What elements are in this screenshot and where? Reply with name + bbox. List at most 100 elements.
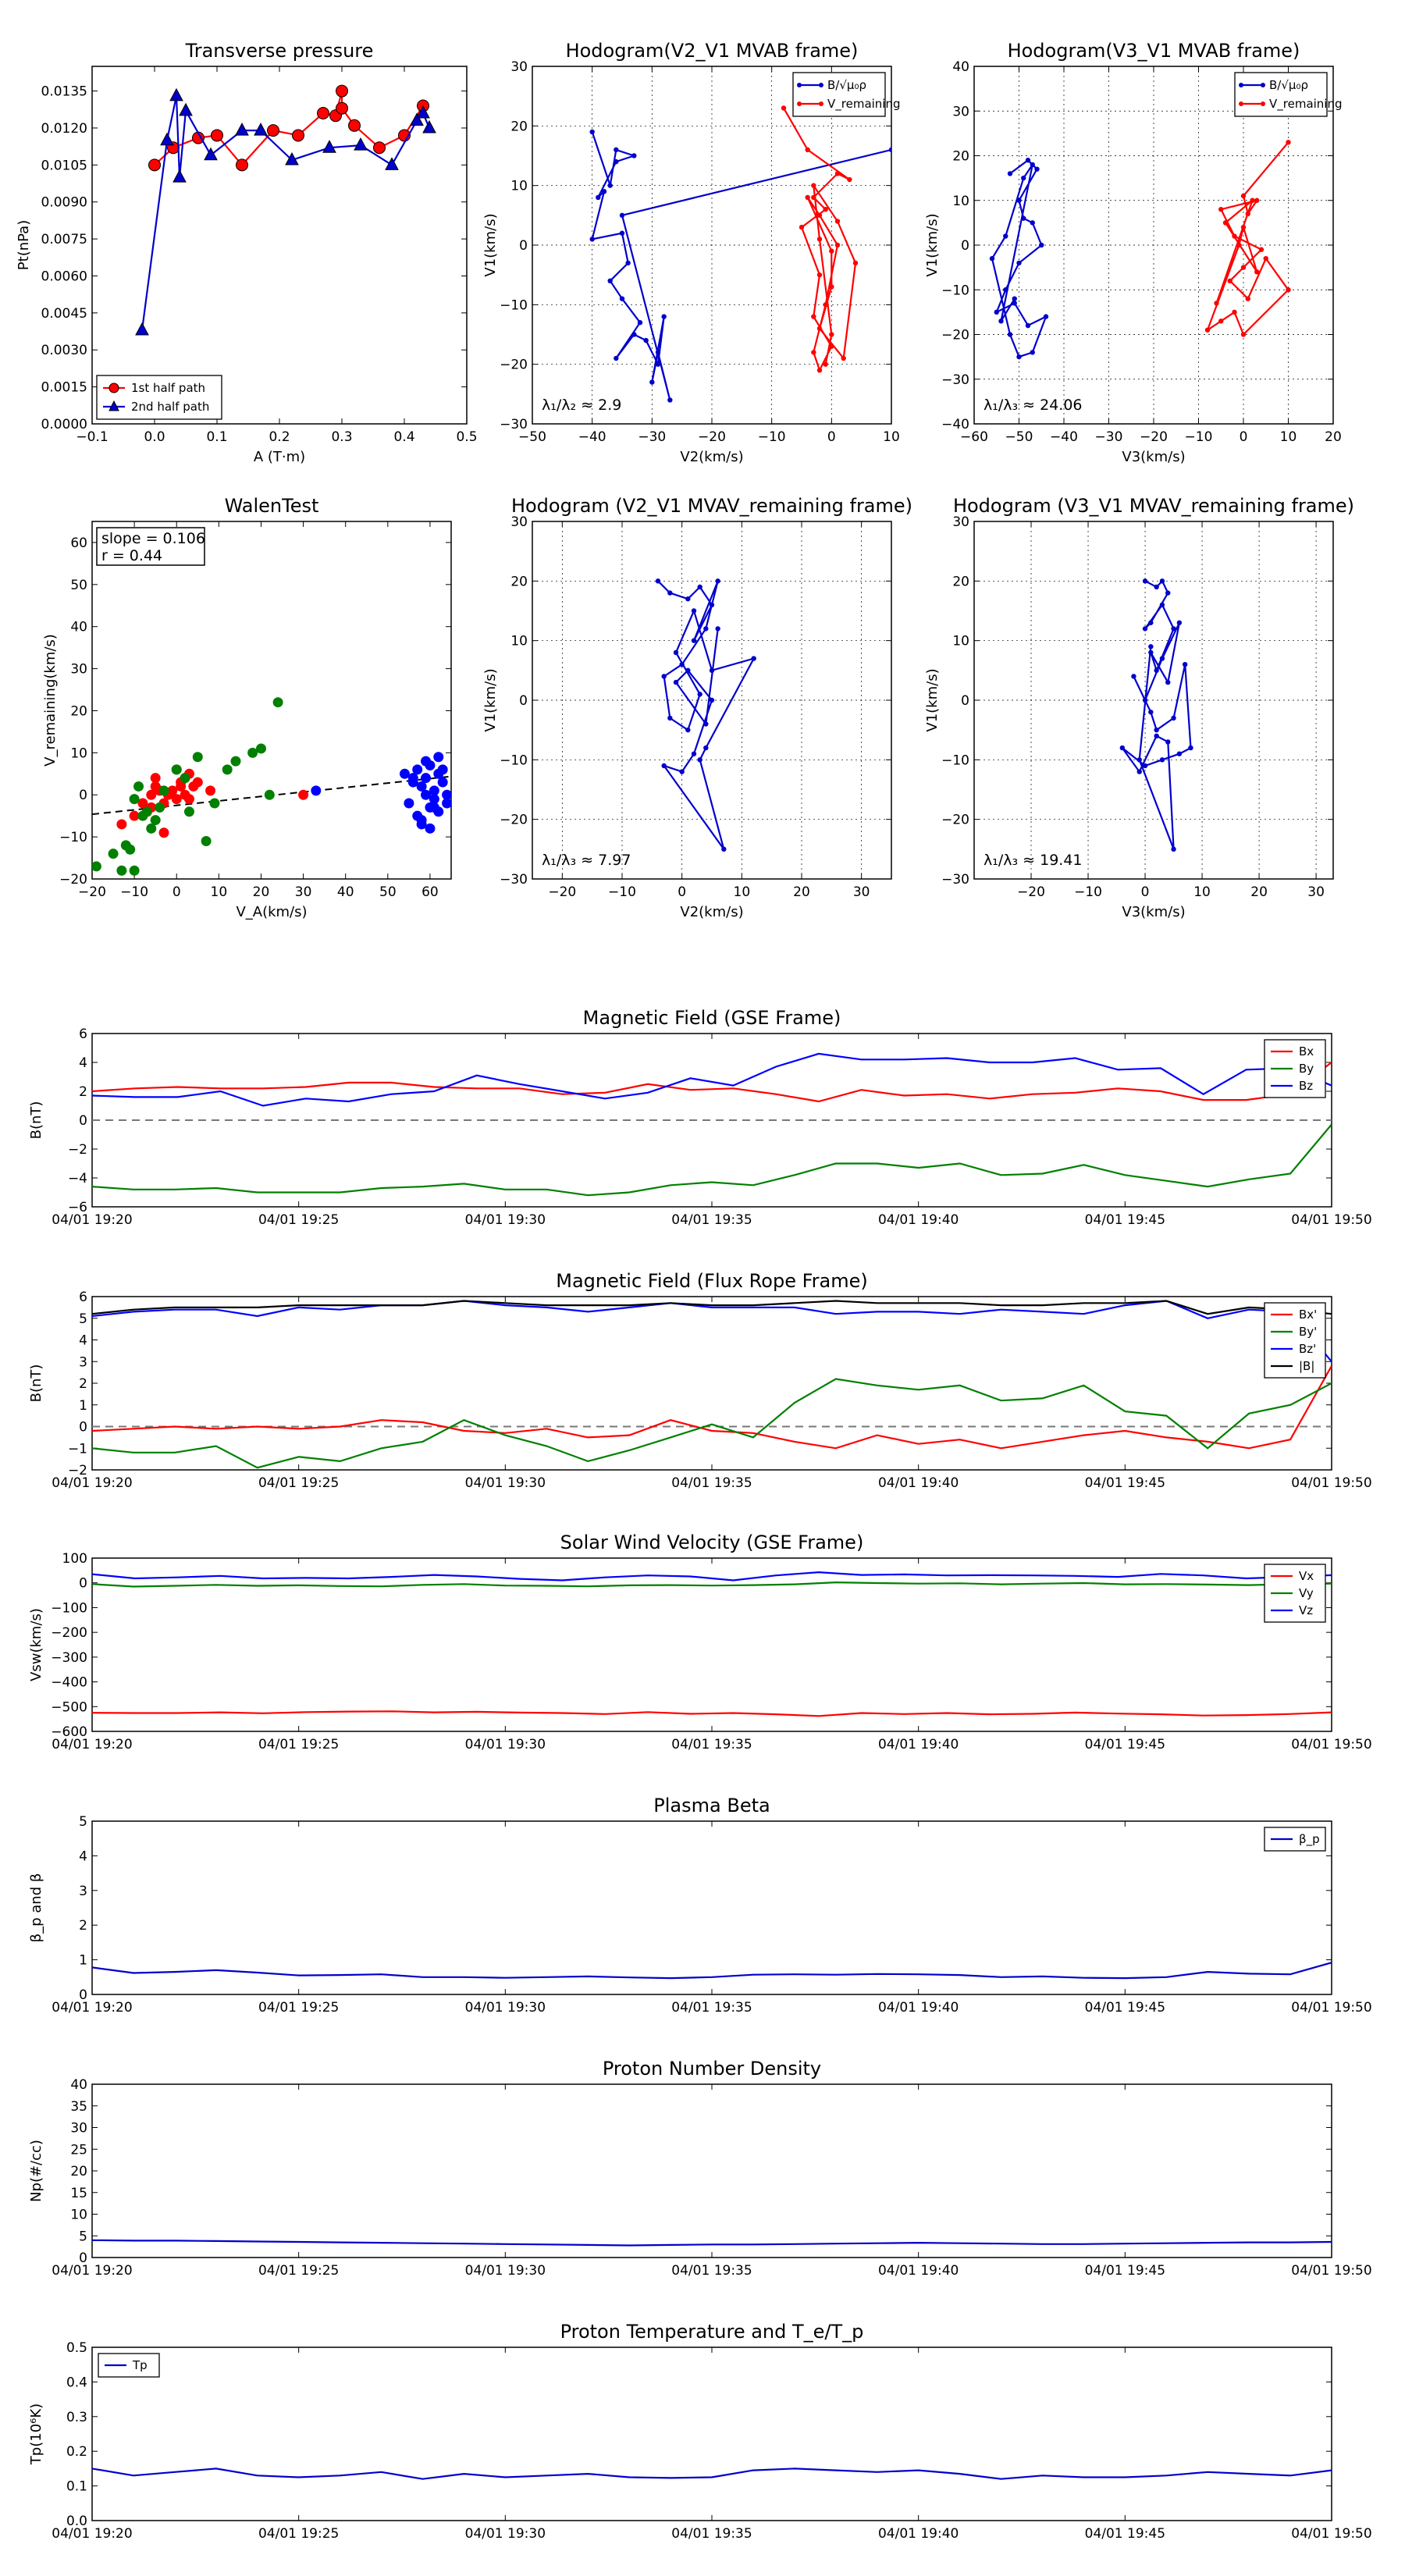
proton-temperature-chart: Proton Temperature and T_e/T_p 04/01 19:2…: [28, 2321, 1372, 2542]
y-tick-label: 0.0060: [41, 269, 87, 284]
y-tick-label: 20: [510, 574, 528, 589]
x-tick-label: −20: [78, 884, 106, 900]
chart-title: Plasma Beta: [653, 1795, 770, 1816]
x-tick-label: 04/01 19:35: [671, 1737, 752, 1752]
chart-title: Hodogram(V2_V1 MVAB frame): [566, 40, 859, 62]
data-point: [1171, 846, 1176, 852]
data-point: [607, 183, 613, 188]
data-point: [1171, 715, 1176, 721]
transverse-pressure-chart: Transverse pressure −0.1 0.0 0.1 0.2 0.3 0.4 0.…: [16, 40, 478, 465]
x-tick-label: 0.0: [144, 429, 165, 445]
plot-frame: [91, 2083, 1332, 2258]
legend-marker: [819, 101, 823, 106]
x-tick-label: 04/01 19:20: [52, 2263, 132, 2279]
proton-number-density-chart: Proton Number Density 04/01 19:20 04/01 19…: [28, 2058, 1372, 2279]
data-point: [679, 662, 685, 667]
data-point: [823, 207, 828, 212]
y-tick-label: 0.0075: [41, 232, 87, 247]
data-point: [1016, 354, 1022, 360]
y-tick-label: −6: [68, 1200, 87, 1215]
y-tick-label: 25: [70, 2142, 87, 2158]
data-point: [272, 697, 283, 708]
data-point: [146, 789, 157, 800]
data-point: [1182, 662, 1188, 667]
series-bz-line: [92, 1052, 1332, 1107]
x-tick-label: 20: [1250, 884, 1268, 900]
data-point: [1012, 296, 1017, 301]
data-point: [989, 255, 995, 262]
y-tick-label: 30: [952, 514, 969, 530]
y-axis-label: Pt(nPa): [16, 220, 32, 270]
series-vz-line: [92, 1571, 1332, 1582]
y-tick-label: 10: [952, 194, 969, 209]
x-tick-label: 04/01 19:45: [1085, 1737, 1165, 1752]
data-point: [1254, 269, 1260, 275]
chart-title: Proton Temperature and T_e/T_p: [560, 2321, 864, 2343]
y-tick-label: 0.0120: [41, 121, 87, 137]
data-point: [1003, 233, 1008, 239]
y-tick-label: 30: [510, 59, 528, 75]
x-tick-label: 0.1: [206, 429, 227, 445]
data-point: [204, 147, 218, 161]
y-tick-label: −400: [51, 1675, 87, 1691]
plot-area: [92, 1052, 1332, 1197]
data-point: [691, 638, 697, 643]
x-tick-label: 04/01 19:50: [1291, 2000, 1371, 2016]
x-axis-label: V3(km/s): [1122, 449, 1185, 465]
data-point: [667, 397, 673, 403]
data-point: [1043, 314, 1049, 319]
data-point: [1240, 265, 1247, 270]
y-tick-label: 4: [79, 1333, 87, 1349]
y-tick-label: −30: [941, 372, 969, 388]
x-tick-label: 04/01 19:30: [465, 1212, 546, 1228]
data-point: [679, 769, 685, 774]
x-tick-label: 04/01 19:35: [671, 2000, 752, 2016]
y-tick-label: −1: [68, 1441, 87, 1457]
y-tick-label: −20: [59, 872, 87, 888]
y-tick-label: 0.0: [66, 2514, 87, 2529]
series-vy-line: [92, 1581, 1332, 1588]
y-axis-label: β_p and β: [28, 1873, 44, 1943]
data-point: [173, 169, 187, 183]
legend-marker: [797, 101, 802, 106]
data-point: [1218, 207, 1224, 212]
data-point: [643, 337, 649, 343]
legend-label: Vy: [1299, 1586, 1314, 1600]
plot-frame: [91, 521, 452, 880]
data-point: [631, 332, 637, 337]
hodogram-v3-v1-mvav-chart: Hodogram (V3_V1 MVAV_remaining frame) −20…: [924, 495, 1354, 920]
x-tick-label: −10: [1185, 429, 1213, 445]
x-tick-label: −30: [638, 429, 666, 445]
y-tick-label: 4: [79, 1848, 87, 1864]
data-point: [816, 212, 823, 219]
x-tick-label: −20: [1140, 429, 1168, 445]
x-tick-label: −10: [758, 429, 786, 445]
data-point: [751, 656, 756, 661]
data-point: [167, 785, 178, 796]
y-tick-label: 0.0135: [41, 84, 87, 100]
data-point: [416, 815, 427, 826]
legend: β_p: [1264, 1827, 1326, 1852]
data-point: [348, 119, 361, 132]
data-point: [437, 777, 448, 788]
legend: B/√μ₀ρ V_remaining: [792, 72, 901, 117]
data-point: [1016, 197, 1022, 203]
data-point: [192, 777, 203, 788]
x-tick-label: 04/01 19:40: [878, 2000, 959, 2016]
y-axis-label: V1(km/s): [482, 213, 499, 276]
y-tick-label: −300: [51, 1650, 87, 1666]
data-point: [1165, 679, 1171, 685]
legend-label: 2nd half path: [131, 400, 209, 414]
data-point: [108, 849, 119, 859]
data-point: [834, 242, 841, 248]
plot-frame: [91, 1820, 1332, 1995]
y-tick-label: 35: [70, 2099, 87, 2115]
legend-label: Vx: [1299, 1569, 1314, 1583]
y-tick-label: −4: [68, 1171, 87, 1187]
x-tick-label: 0: [827, 429, 836, 445]
legend-label: By': [1299, 1325, 1317, 1339]
x-tick-label: 04/01 19:25: [258, 1737, 339, 1752]
data-point: [619, 230, 625, 236]
data-point: [1030, 350, 1035, 355]
data-point: [697, 584, 702, 590]
